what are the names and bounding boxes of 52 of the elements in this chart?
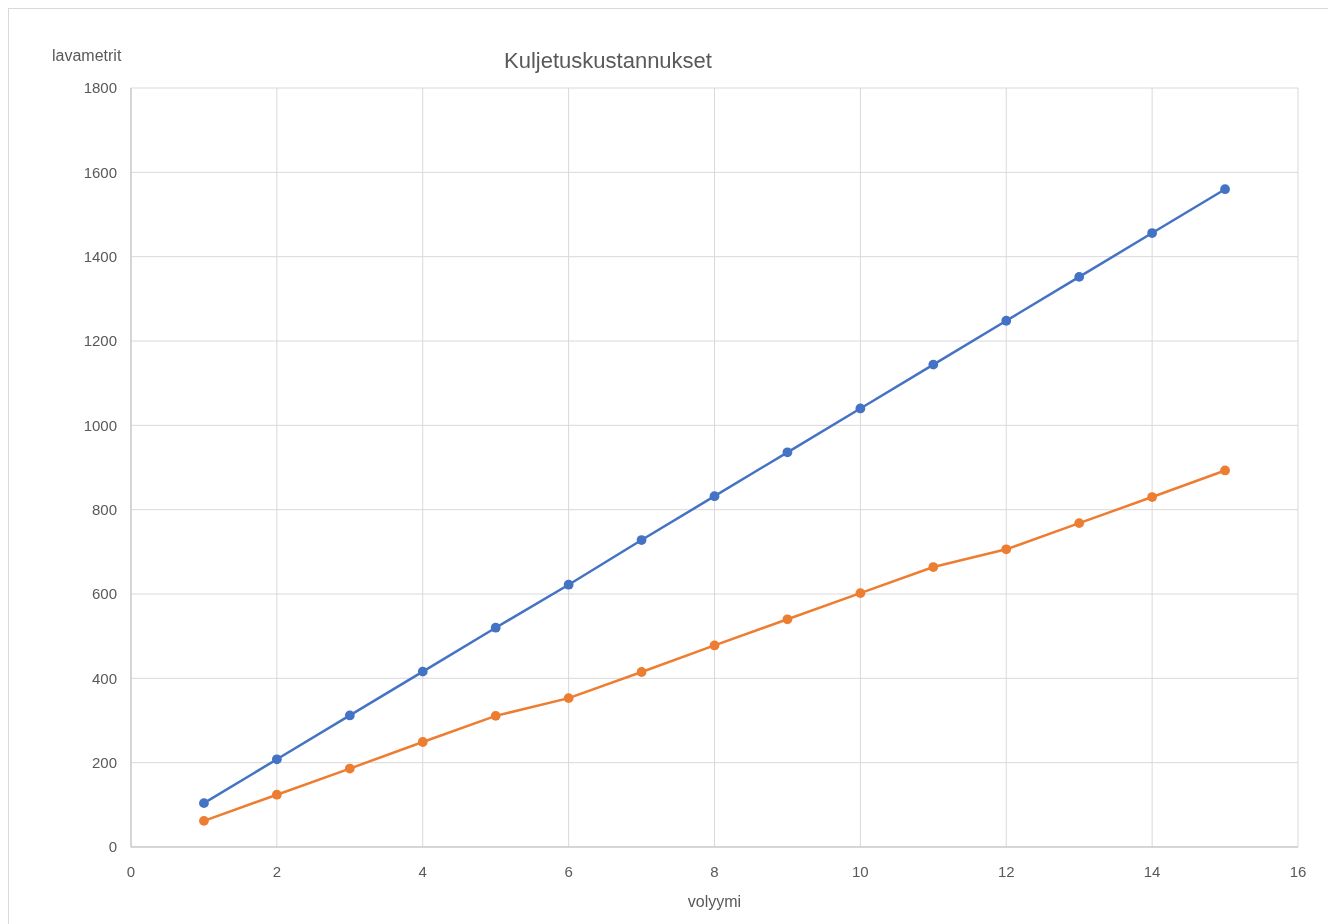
point (563, 579, 574, 590)
point (490, 710, 501, 721)
point (928, 359, 939, 370)
point (1147, 228, 1158, 238)
point (1074, 518, 1085, 529)
x-tick-label: 8 (710, 863, 719, 880)
y-tick-label: 1400 (83, 247, 117, 265)
point (1074, 272, 1085, 282)
point (1001, 315, 1012, 326)
x-axis-title: volyymi (687, 893, 742, 910)
point (417, 666, 428, 677)
point (417, 737, 428, 747)
y-axis-title: lavametrit (52, 47, 122, 64)
point (344, 710, 355, 721)
point (199, 798, 209, 809)
point (563, 693, 574, 704)
y-tick-label: 800 (91, 500, 117, 518)
y-tick-label: 600 (91, 585, 117, 603)
y-tick-label: 400 (91, 669, 117, 687)
chart-title: Kuljetuskustannukset (504, 48, 712, 73)
point (709, 491, 720, 502)
y-tick-label: 200 (91, 753, 117, 771)
point (782, 447, 793, 458)
point (199, 815, 209, 826)
x-tick-label: 12 (997, 863, 1015, 880)
point (490, 622, 501, 633)
point (855, 403, 866, 414)
point (709, 640, 720, 651)
y-tick-label: 1000 (83, 416, 117, 434)
x-tick-label: 14 (1143, 863, 1161, 880)
point (782, 614, 793, 625)
point (636, 667, 647, 677)
x-tick-label: 4 (418, 863, 427, 880)
point (344, 763, 355, 774)
x-tick-label: 10 (852, 863, 869, 880)
point (855, 588, 866, 599)
point (271, 754, 282, 765)
x-tick-label: 0 (126, 863, 136, 880)
point (271, 789, 282, 800)
x-tick-label: 16 (1289, 863, 1307, 880)
y-tick-label: 1800 (83, 79, 117, 97)
point (636, 535, 647, 545)
x-tick-label: 6 (564, 863, 573, 880)
y-tick-label: 1600 (83, 163, 117, 181)
point (1147, 492, 1158, 502)
point (1001, 544, 1012, 555)
point (1220, 465, 1230, 476)
y-tick-label: 0 (108, 838, 117, 856)
x-tick-label: 2 (272, 863, 282, 880)
point (1220, 184, 1230, 195)
point (928, 562, 939, 572)
y-tick-label: 1200 (83, 332, 117, 350)
